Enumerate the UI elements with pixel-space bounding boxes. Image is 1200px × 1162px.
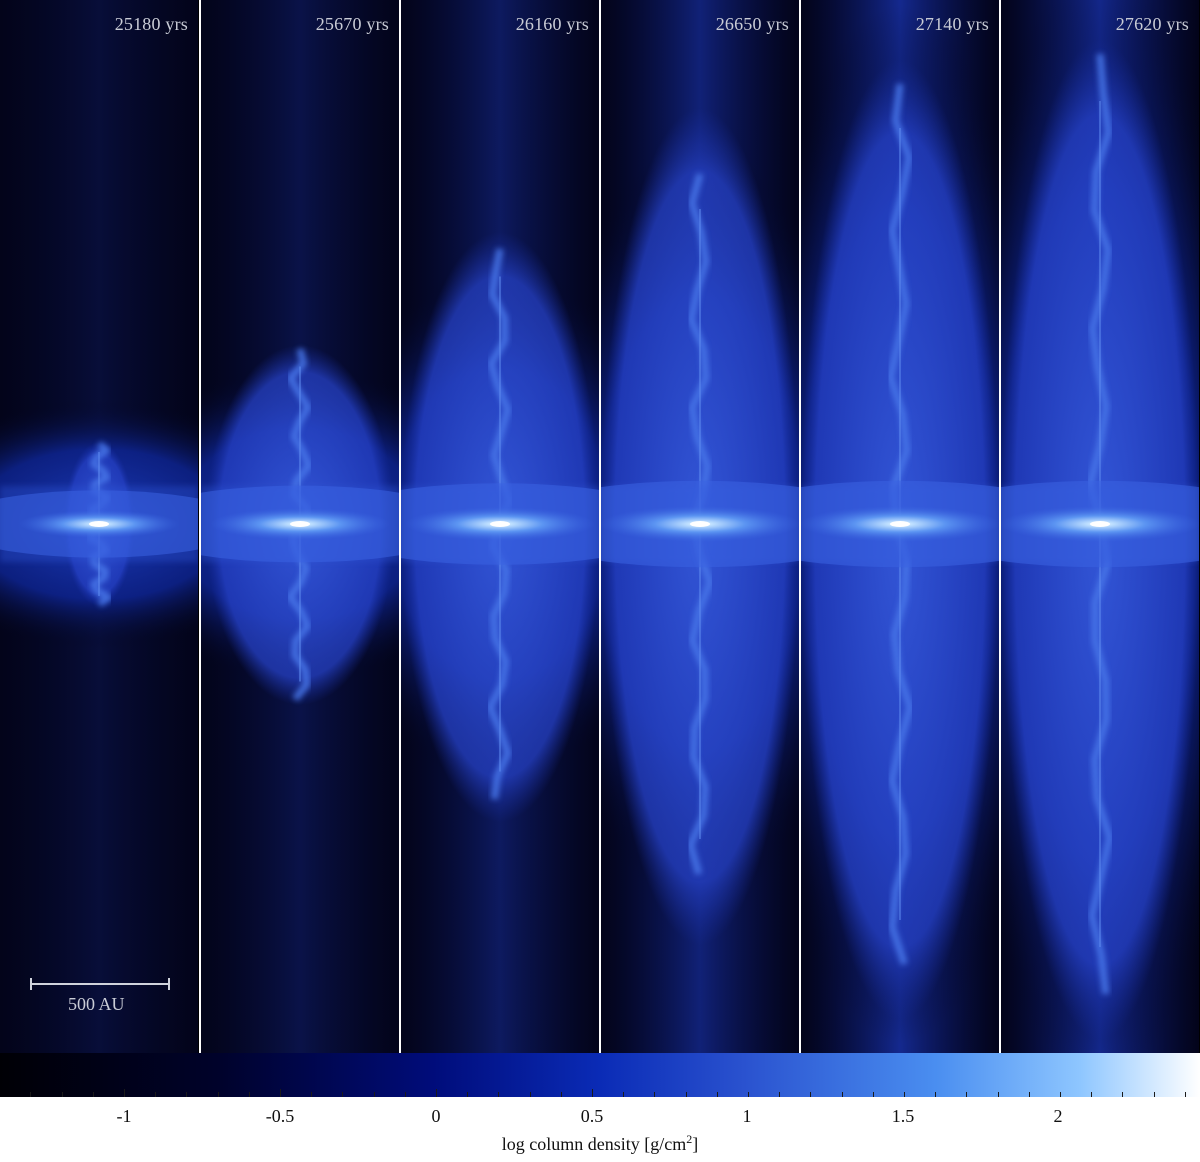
colorbar-tick bbox=[623, 1092, 624, 1097]
colorbar-title-end: ] bbox=[692, 1134, 699, 1154]
colorbar-tick bbox=[1091, 1092, 1092, 1097]
colorbar-tick bbox=[249, 1092, 250, 1097]
scale-bar-label: 500 AU bbox=[68, 994, 125, 1014]
colorbar-tick-label: 1 bbox=[742, 1106, 752, 1126]
colorbar-tick bbox=[218, 1092, 219, 1097]
panel-separator bbox=[599, 0, 601, 1053]
colorbar-tick bbox=[62, 1092, 63, 1097]
colorbar bbox=[0, 1053, 1200, 1097]
colorbar-tick bbox=[1154, 1092, 1155, 1097]
colorbar-tick bbox=[280, 1089, 281, 1097]
colorbar-tick bbox=[30, 1092, 31, 1097]
colorbar-tick bbox=[966, 1092, 967, 1097]
panel-4: 26650 yrs bbox=[601, 0, 799, 1053]
time-label: 26160 yrs bbox=[515, 14, 589, 34]
panel-3: 26160 yrs bbox=[401, 0, 599, 1053]
column-density-image bbox=[201, 0, 399, 1053]
colorbar-tick bbox=[186, 1092, 187, 1097]
colorbar-tick bbox=[311, 1092, 312, 1097]
time-label: 25670 yrs bbox=[315, 14, 389, 34]
column-density-image bbox=[801, 0, 999, 1053]
colorbar-tick bbox=[93, 1092, 94, 1097]
colorbar-tick bbox=[748, 1092, 749, 1097]
colorbar-tick bbox=[935, 1092, 936, 1097]
scale-bar-cap bbox=[168, 978, 170, 990]
colorbar-title-sup: 2 bbox=[686, 1132, 693, 1146]
colorbar-tick bbox=[405, 1092, 406, 1097]
column-density-image bbox=[401, 0, 599, 1053]
time-label: 26650 yrs bbox=[715, 14, 789, 34]
colorbar-tick bbox=[654, 1092, 655, 1097]
colorbar-tick bbox=[904, 1092, 905, 1097]
colorbar-tick bbox=[342, 1092, 343, 1097]
colorbar-tick bbox=[155, 1092, 156, 1097]
colorbar-tick bbox=[810, 1092, 811, 1097]
colorbar-tick bbox=[842, 1092, 843, 1097]
panel-5: 27140 yrs bbox=[801, 0, 999, 1053]
colorbar-tick bbox=[436, 1089, 437, 1097]
colorbar-title-text: log column density [g/cm bbox=[501, 1134, 687, 1154]
panel-separator bbox=[399, 0, 401, 1053]
simulation-panels: 25180 yrs 25670 yr bbox=[0, 0, 1200, 1053]
time-label: 25180 yrs bbox=[114, 14, 188, 34]
panel-2: 25670 yrs bbox=[201, 0, 399, 1053]
colorbar-tick bbox=[717, 1092, 718, 1097]
panel-1: 25180 yrs bbox=[0, 0, 198, 1053]
time-label: 27140 yrs bbox=[915, 14, 989, 34]
panel-separator bbox=[199, 0, 201, 1053]
column-density-image bbox=[601, 0, 799, 1053]
panel-6: 27620 yrs bbox=[1001, 0, 1199, 1053]
colorbar-tick bbox=[374, 1092, 375, 1097]
colorbar-tick bbox=[124, 1089, 125, 1097]
column-density-image bbox=[0, 0, 198, 1053]
colorbar-tick-label: -0.5 bbox=[265, 1106, 295, 1126]
scale-bar-cap bbox=[30, 978, 32, 990]
colorbar-tick bbox=[998, 1092, 999, 1097]
colorbar-tick bbox=[530, 1092, 531, 1097]
colorbar-title: log column density [g/cm2] bbox=[0, 1132, 1200, 1155]
colorbar-tick bbox=[467, 1092, 468, 1097]
colorbar-tick bbox=[592, 1089, 593, 1097]
colorbar-tick bbox=[1122, 1092, 1123, 1097]
colorbar-tick bbox=[1029, 1092, 1030, 1097]
column-density-image bbox=[1001, 0, 1199, 1053]
colorbar-tick-label: 2 bbox=[1053, 1106, 1063, 1126]
colorbar-tick bbox=[1185, 1092, 1186, 1097]
panel-separator bbox=[799, 0, 801, 1053]
scale-bar bbox=[30, 978, 170, 990]
colorbar-tick bbox=[686, 1092, 687, 1097]
colorbar-tick bbox=[1060, 1092, 1061, 1097]
time-label: 27620 yrs bbox=[1115, 14, 1189, 34]
colorbar-ticks bbox=[0, 1053, 1200, 1097]
colorbar-tick bbox=[561, 1092, 562, 1097]
colorbar-tick bbox=[498, 1092, 499, 1097]
colorbar-tick-label: -1 bbox=[116, 1106, 132, 1126]
colorbar-tick-label: 0.5 bbox=[580, 1106, 604, 1126]
scale-bar-line bbox=[30, 983, 170, 985]
panel-separator bbox=[999, 0, 1001, 1053]
colorbar-tick-label: 0 bbox=[431, 1106, 441, 1126]
colorbar-tick-label: 1.5 bbox=[891, 1106, 915, 1126]
colorbar-tick bbox=[779, 1092, 780, 1097]
colorbar-tick bbox=[873, 1092, 874, 1097]
